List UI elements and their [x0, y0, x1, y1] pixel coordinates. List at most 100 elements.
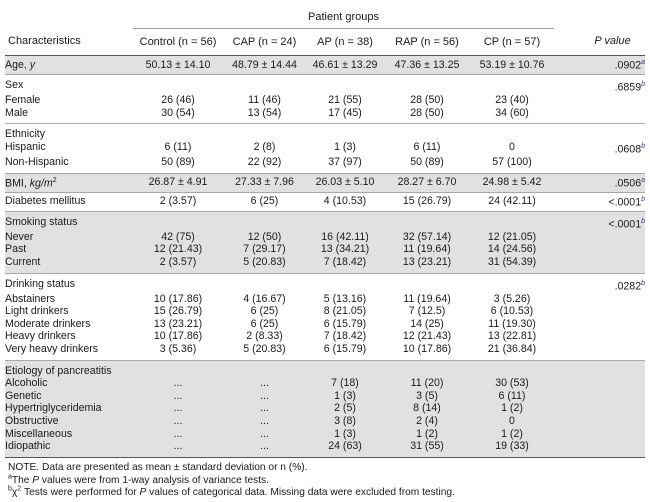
- header-row-columns: Characteristics Control (n = 56) CAP (n …: [5, 29, 645, 56]
- column-header-rap: RAP (n = 56): [395, 35, 459, 48]
- cell-value: 2 (4): [416, 415, 438, 427]
- cell-value: 12 (21.05): [487, 230, 537, 243]
- p-value-cell: .0902a: [614, 59, 645, 72]
- table-row: Very heavy drinkers 3 (5.36) 5 (20.83) 6…: [5, 343, 645, 360]
- cell-value: 15 (26.79): [402, 195, 452, 208]
- cell-value: 6 (25): [250, 305, 279, 318]
- ethnicity-section: Ethnicity Hispanic 6 (11) 2 (8) 1 (3) 6 …: [5, 123, 645, 173]
- cell-value: 11 (19.64): [403, 243, 451, 256]
- cell-value: 11 (19.64): [403, 292, 451, 305]
- row-label: Alcoholic: [5, 377, 48, 390]
- cell-value: 6 (25): [250, 317, 279, 330]
- table-row: Miscellaneous ... ... 1 (3) 1 (2) 1 (2): [5, 428, 645, 441]
- cell-value: 21 (55): [328, 94, 362, 107]
- cell-value: ...: [260, 415, 269, 427]
- cell-value: 57 (100): [492, 156, 532, 169]
- table-row: Past 12 (21.43) 7 (29.17) 13 (34.21) 11 …: [5, 243, 645, 256]
- cell-value: 26.87 ± 4.91: [148, 176, 208, 189]
- table-row: Never 42 (75) 12 (50) 16 (42.11) 32 (57.…: [5, 231, 645, 244]
- section-label: Ethnicity: [5, 128, 46, 141]
- cell-value: 6 (25): [250, 195, 279, 208]
- cell-value: 50 (89): [161, 156, 195, 169]
- table-row: Idiopathic ... ... 24 (63) 31 (55) 19 (3…: [5, 440, 645, 457]
- cell-value: 1 (2): [501, 427, 523, 440]
- cell-value: 1 (3): [334, 389, 356, 402]
- smoking-section: Smoking status <.0001b Never 42 (75) 12 …: [5, 211, 645, 274]
- table-row: Moderate drinkers 13 (23.21) 6 (25) 6 (1…: [5, 318, 645, 331]
- table-row: Non-Hispanic 50 (89) 22 (92) 37 (97) 50 …: [5, 156, 645, 173]
- cell-value: 3 (5): [416, 389, 438, 402]
- cell-value: 42 (75): [161, 230, 195, 243]
- cell-value: 15 (26.79): [153, 305, 203, 318]
- cell-value: 7 (18.42): [323, 330, 367, 343]
- row-label: BMI, kg/m2: [5, 177, 57, 190]
- section-label: Etiology of pancreatitis: [5, 364, 112, 377]
- drinking-section: Drinking status .0282b Abstainers 10 (17…: [5, 273, 645, 360]
- bmi-section: BMI, kg/m2 26.87 ± 4.91 27.33 ± 7.96 26.…: [5, 173, 645, 193]
- row-label: Obstructive: [5, 415, 59, 427]
- cell-value: 12 (50): [247, 230, 282, 243]
- cell-value: 12 (21.43): [153, 243, 203, 256]
- row-label: Male: [5, 106, 28, 119]
- cell-value: ...: [260, 427, 269, 440]
- cell-value: 6 (11): [413, 140, 441, 153]
- row-label: Past: [5, 243, 27, 256]
- cell-value: ...: [260, 402, 269, 415]
- cell-value: 2 (3.57): [159, 195, 197, 208]
- cell-value: 13 (22.81): [487, 330, 537, 343]
- cell-value: ...: [260, 377, 269, 390]
- table-row: Age, y 50.13 ± 14.10 48.79 ± 14.44 46.61…: [5, 56, 645, 75]
- row-label: Moderate drinkers: [5, 317, 91, 330]
- p-value-cell: .6859b: [614, 81, 645, 94]
- cell-value: 6 (11): [498, 389, 526, 402]
- table-row: Heavy drinkers 10 (17.86) 2 (8.33) 7 (18…: [5, 330, 645, 343]
- cell-value: 10 (17.86): [402, 343, 452, 356]
- table-row: Obstructive ... ... 3 (8) 2 (4) 0: [5, 415, 645, 428]
- cell-value: 31 (55): [410, 440, 444, 453]
- cell-value: 23 (40): [495, 94, 529, 107]
- cell-value: 6 (11): [164, 140, 192, 153]
- patient-groups-header: Patient groups: [133, 6, 554, 29]
- cell-value: 1 (2): [501, 402, 523, 415]
- cell-value: 26.03 ± 5.10: [315, 176, 375, 189]
- cell-value: ...: [173, 377, 183, 390]
- table-row: BMI, kg/m2 26.87 ± 4.91 27.33 ± 7.96 26.…: [5, 173, 645, 192]
- sex-section: Sex .6859b Female 26 (46) 11 (46) 21 (55…: [5, 74, 645, 124]
- cell-value: 24 (63): [328, 440, 362, 453]
- cell-value: ...: [173, 389, 183, 402]
- cell-value: 48.79 ± 14.44: [232, 58, 297, 71]
- cell-value: 3 (8): [334, 415, 356, 427]
- row-label: Age, y: [5, 58, 36, 71]
- row-label: Very heavy drinkers: [5, 343, 99, 356]
- cell-value: 47.36 ± 13.25: [394, 58, 460, 71]
- cell-value: 10 (17.86): [153, 330, 203, 343]
- cell-value: 37 (97): [328, 156, 362, 169]
- cell-value: 21 (36.84): [487, 343, 537, 356]
- column-header-control: Control (n = 56): [139, 35, 217, 48]
- cell-value: 13 (23.21): [153, 317, 203, 330]
- cell-value: 6 (15.79): [323, 343, 367, 356]
- p-value-cell: <.0001b: [608, 196, 645, 209]
- table-row: Genetic ... ... 1 (3) 3 (5) 6 (11): [5, 390, 645, 403]
- cell-value: 46.61 ± 13.29: [312, 58, 378, 71]
- table-row: Current 2 (3.57) 5 (20.83) 7 (18.42) 13 …: [5, 256, 645, 273]
- cell-value: 2 (8): [253, 140, 276, 153]
- cell-value: 8 (14): [413, 402, 441, 415]
- cell-value: 5 (13.16): [323, 292, 367, 305]
- cell-value: 2 (3.57): [159, 255, 197, 268]
- cell-value: ...: [260, 440, 269, 453]
- cell-value: 12 (21.43): [402, 330, 452, 343]
- patient-characteristics-table: Patient groups Characteristics Control (…: [5, 6, 645, 458]
- row-label: Non-Hispanic: [5, 156, 69, 169]
- p-value-cell: .0506a: [614, 177, 645, 190]
- row-label: Current: [5, 255, 41, 268]
- table-footnotes: NOTE. Data are presented as mean ± stand…: [8, 462, 643, 500]
- footnote-b: bχ2 Tests were performed for P values of…: [8, 485, 455, 499]
- cell-value: 30 (53): [495, 377, 529, 390]
- cell-value: 3 (5.26): [493, 292, 531, 305]
- cell-value: 13 (54): [247, 106, 282, 119]
- cell-value: 8 (21.05): [323, 305, 367, 318]
- age-section: Age, y 50.13 ± 14.10 48.79 ± 14.44 46.61…: [5, 55, 645, 75]
- cell-value: 28 (50): [410, 106, 444, 119]
- cell-value: 14 (25): [410, 317, 444, 330]
